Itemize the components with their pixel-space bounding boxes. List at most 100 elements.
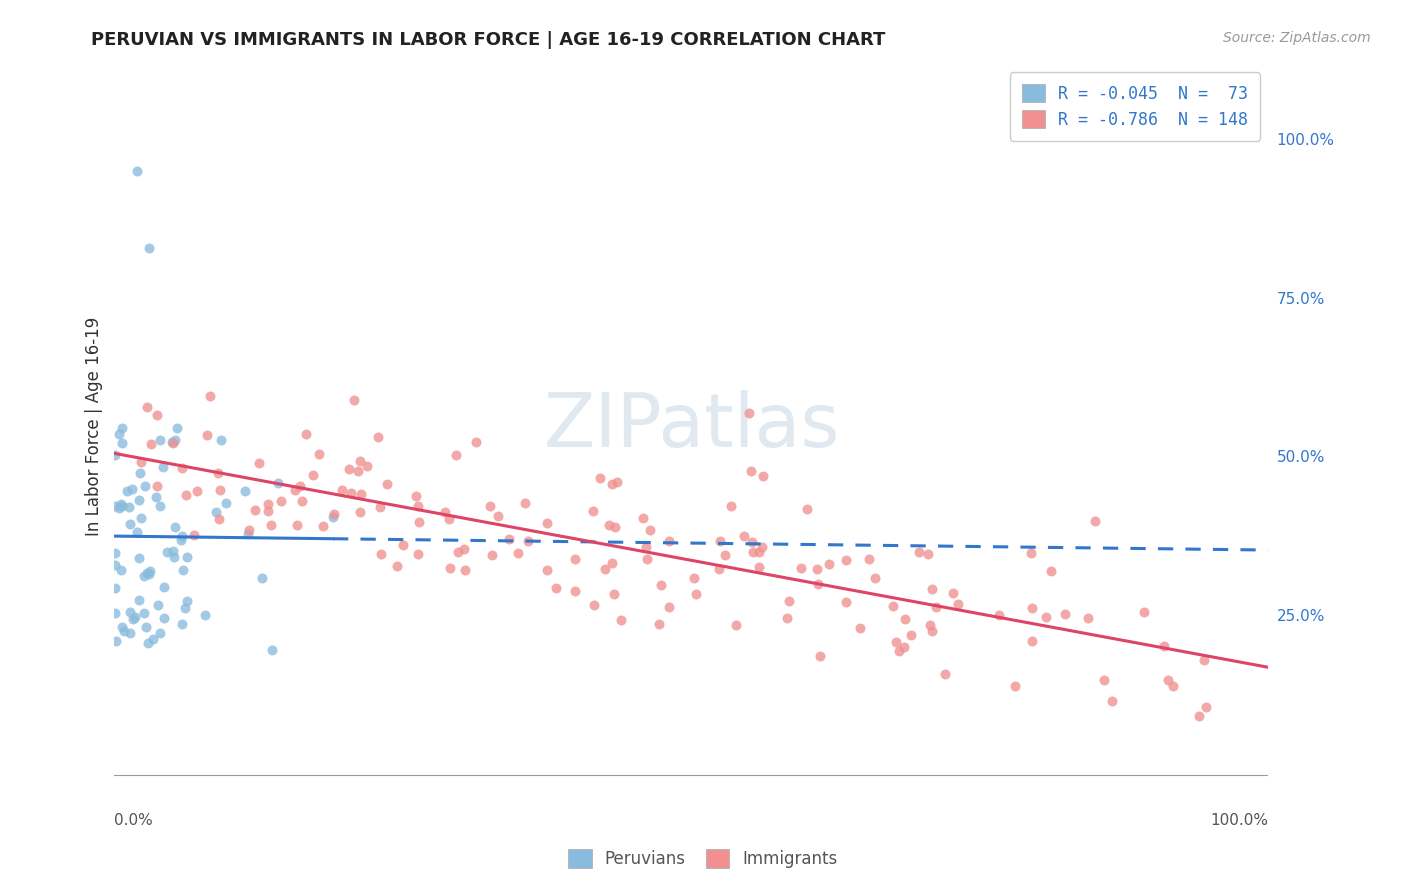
Point xyxy=(946,597,969,611)
Point xyxy=(437,512,460,526)
Point xyxy=(806,562,828,576)
Point xyxy=(1021,600,1043,615)
Point xyxy=(165,433,187,447)
Point xyxy=(778,594,800,608)
Point xyxy=(917,547,939,561)
Point xyxy=(908,545,931,559)
Point xyxy=(124,610,146,624)
Point xyxy=(290,479,312,493)
Point xyxy=(118,517,141,532)
Point xyxy=(104,500,127,514)
Point xyxy=(105,634,128,648)
Point xyxy=(564,584,586,599)
Point xyxy=(600,477,623,491)
Point xyxy=(149,626,172,640)
Point xyxy=(170,460,193,475)
Point xyxy=(808,648,831,663)
Point xyxy=(243,503,266,517)
Point xyxy=(714,549,737,563)
Point xyxy=(129,455,152,469)
Point xyxy=(807,577,830,591)
Point xyxy=(349,454,371,468)
Point xyxy=(166,421,188,435)
Point xyxy=(233,484,256,499)
Point xyxy=(128,592,150,607)
Point xyxy=(640,523,662,537)
Point xyxy=(725,617,748,632)
Point xyxy=(478,499,501,513)
Point xyxy=(323,507,346,521)
Point xyxy=(291,494,314,508)
Point xyxy=(544,581,567,595)
Point xyxy=(648,616,671,631)
Point xyxy=(536,563,558,577)
Point xyxy=(740,464,762,478)
Text: 75.0%: 75.0% xyxy=(1277,292,1324,307)
Point xyxy=(128,492,150,507)
Point xyxy=(115,484,138,499)
Point xyxy=(148,433,170,447)
Point xyxy=(513,496,536,510)
Point xyxy=(894,612,917,626)
Point xyxy=(267,475,290,490)
Point xyxy=(454,563,477,577)
Point xyxy=(536,516,558,530)
Point xyxy=(934,667,956,681)
Text: 25.0%: 25.0% xyxy=(1277,609,1324,624)
Point xyxy=(598,517,620,532)
Y-axis label: In Labor Force | Age 16-19: In Labor Force | Age 16-19 xyxy=(86,317,103,535)
Point xyxy=(174,601,197,615)
Point xyxy=(209,433,232,447)
Point xyxy=(481,548,503,562)
Point xyxy=(683,571,706,585)
Point xyxy=(748,545,770,559)
Point xyxy=(104,581,127,595)
Point xyxy=(172,529,194,543)
Point xyxy=(368,500,391,514)
Text: 100.0%: 100.0% xyxy=(1211,813,1268,828)
Point xyxy=(350,487,373,501)
Point xyxy=(153,580,176,594)
Point xyxy=(294,427,316,442)
Point xyxy=(257,497,280,511)
Point xyxy=(337,462,360,476)
Point xyxy=(849,621,872,635)
Point xyxy=(194,608,217,623)
Point xyxy=(107,426,129,441)
Point xyxy=(605,520,627,534)
Point xyxy=(104,546,127,560)
Point xyxy=(260,517,283,532)
Point xyxy=(162,544,184,558)
Point xyxy=(176,488,198,502)
Point xyxy=(709,533,731,548)
Point xyxy=(600,556,623,570)
Point xyxy=(198,389,221,403)
Point xyxy=(1195,699,1218,714)
Point xyxy=(302,467,325,482)
Point xyxy=(893,640,915,654)
Point xyxy=(498,533,520,547)
Point xyxy=(176,549,198,564)
Point xyxy=(356,458,378,473)
Point xyxy=(606,475,628,489)
Point xyxy=(176,594,198,608)
Point xyxy=(748,560,770,574)
Point xyxy=(110,498,132,512)
Point xyxy=(128,551,150,566)
Point xyxy=(610,613,633,627)
Point xyxy=(564,552,586,566)
Point xyxy=(146,408,169,422)
Point xyxy=(110,563,132,577)
Point xyxy=(129,466,152,480)
Text: PERUVIAN VS IMMIGRANTS IN LABOR FORCE | AGE 16-19 CORRELATION CHART: PERUVIAN VS IMMIGRANTS IN LABOR FORCE | … xyxy=(91,31,886,49)
Point xyxy=(121,482,143,496)
Point xyxy=(603,587,626,601)
Point xyxy=(215,496,238,510)
Point xyxy=(122,611,145,625)
Point xyxy=(111,421,134,435)
Point xyxy=(145,490,167,504)
Point xyxy=(517,534,540,549)
Point xyxy=(205,505,228,519)
Point xyxy=(343,392,366,407)
Point xyxy=(921,582,943,596)
